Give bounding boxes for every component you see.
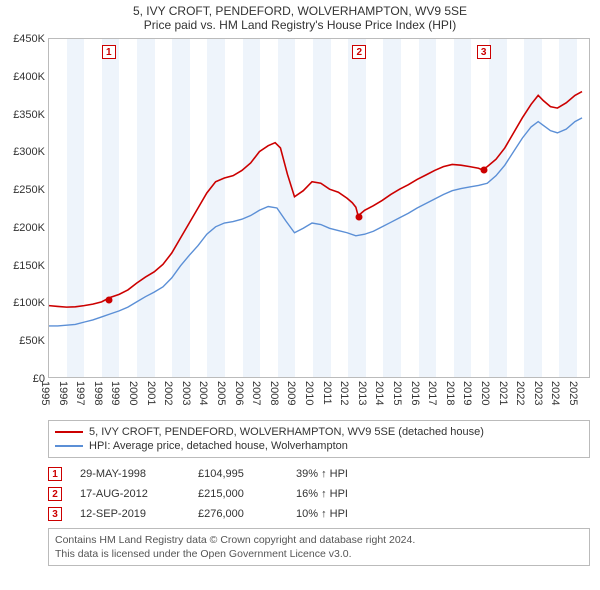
series-line-red (49, 92, 582, 308)
x-tick-label: 2019 (461, 381, 473, 405)
sale-dot-1 (105, 296, 112, 303)
y-tick-label: £350K (13, 109, 45, 121)
sale-marker-1: 1 (102, 45, 116, 59)
y-tick-label: £150K (13, 260, 45, 272)
x-tick-label: 2021 (497, 381, 509, 405)
sales-row-pct: 16% ↑ HPI (296, 488, 386, 500)
legend-swatch-red (55, 431, 83, 433)
sales-row-marker: 2 (48, 487, 62, 501)
sales-row-marker: 3 (48, 507, 62, 521)
x-tick-label: 2017 (426, 381, 438, 405)
sales-row-date: 17-AUG-2012 (80, 488, 180, 500)
x-tick-label: 2015 (391, 381, 403, 405)
x-tick-label: 2000 (127, 381, 139, 405)
legend-row-blue: HPI: Average price, detached house, Wolv… (55, 439, 583, 453)
x-tick-label: 2007 (250, 381, 262, 405)
x-tick-label: 1999 (109, 381, 121, 405)
sales-row: 1 29-MAY-1998 £104,995 39% ↑ HPI (48, 464, 590, 484)
legend: 5, IVY CROFT, PENDEFORD, WOLVERHAMPTON, … (48, 420, 590, 458)
x-tick-label: 2024 (549, 381, 561, 405)
sales-row-pct: 10% ↑ HPI (296, 508, 386, 520)
y-tick-label: £450K (13, 33, 45, 45)
x-tick-label: 1998 (92, 381, 104, 405)
x-tick-label: 2003 (180, 381, 192, 405)
x-tick-label: 2014 (373, 381, 385, 405)
x-tick-label: 2013 (356, 381, 368, 405)
x-tick-label: 2016 (409, 381, 421, 405)
sales-row-date: 29-MAY-1998 (80, 468, 180, 480)
sales-row: 2 17-AUG-2012 £215,000 16% ↑ HPI (48, 484, 590, 504)
sales-row-marker: 1 (48, 467, 62, 481)
legend-label-blue: HPI: Average price, detached house, Wolv… (89, 440, 348, 452)
x-tick-label: 2008 (268, 381, 280, 405)
plot-region: £0£50K£100K£150K£200K£250K£300K£350K£400… (48, 38, 590, 378)
y-tick-label: £250K (13, 184, 45, 196)
sales-row-price: £104,995 (198, 468, 278, 480)
x-tick-label: 2009 (285, 381, 297, 405)
y-tick-label: £50K (19, 335, 45, 347)
chart-lines (49, 39, 589, 377)
x-tick-label: 2022 (514, 381, 526, 405)
sale-marker-3: 3 (477, 45, 491, 59)
x-tick-label: 2010 (303, 381, 315, 405)
x-tick-label: 2005 (215, 381, 227, 405)
x-tick-label: 2020 (479, 381, 491, 405)
x-tick-label: 2011 (321, 381, 333, 405)
chart-area: £0£50K£100K£150K£200K£250K£300K£350K£400… (48, 38, 590, 418)
y-tick-label: £200K (13, 222, 45, 234)
x-tick-label: 2023 (532, 381, 544, 405)
footer-attribution: Contains HM Land Registry data © Crown c… (48, 528, 590, 566)
x-tick-label: 2012 (338, 381, 350, 405)
x-tick-label: 2018 (444, 381, 456, 405)
x-tick-label: 1996 (57, 381, 69, 405)
legend-swatch-blue (55, 445, 83, 447)
x-tick-label: 2004 (197, 381, 209, 405)
title-subtitle: Price paid vs. HM Land Registry's House … (0, 18, 600, 32)
sales-row-price: £215,000 (198, 488, 278, 500)
x-tick-label: 1997 (74, 381, 86, 405)
x-tick-label: 2002 (162, 381, 174, 405)
x-tick-label: 2006 (233, 381, 245, 405)
y-tick-label: £100K (13, 297, 45, 309)
footer-line2: This data is licensed under the Open Gov… (55, 547, 583, 561)
sales-row-pct: 39% ↑ HPI (296, 468, 386, 480)
sale-marker-2: 2 (352, 45, 366, 59)
title-address: 5, IVY CROFT, PENDEFORD, WOLVERHAMPTON, … (0, 4, 600, 18)
footer-line1: Contains HM Land Registry data © Crown c… (55, 533, 583, 547)
sales-row: 3 12-SEP-2019 £276,000 10% ↑ HPI (48, 504, 590, 524)
series-line-blue (49, 118, 582, 326)
x-tick-label: 1995 (39, 381, 51, 405)
sales-table: 1 29-MAY-1998 £104,995 39% ↑ HPI 2 17-AUG-201… (48, 464, 590, 524)
sales-row-date: 12-SEP-2019 (80, 508, 180, 520)
sales-row-price: £276,000 (198, 508, 278, 520)
y-tick-label: £300K (13, 146, 45, 158)
legend-row-red: 5, IVY CROFT, PENDEFORD, WOLVERHAMPTON, … (55, 425, 583, 439)
x-tick-label: 2025 (567, 381, 579, 405)
sale-dot-3 (480, 167, 487, 174)
sale-dot-2 (356, 213, 363, 220)
chart-titles: 5, IVY CROFT, PENDEFORD, WOLVERHAMPTON, … (0, 0, 600, 34)
x-tick-label: 2001 (145, 381, 157, 405)
y-tick-label: £400K (13, 71, 45, 83)
legend-label-red: 5, IVY CROFT, PENDEFORD, WOLVERHAMPTON, … (89, 426, 484, 438)
